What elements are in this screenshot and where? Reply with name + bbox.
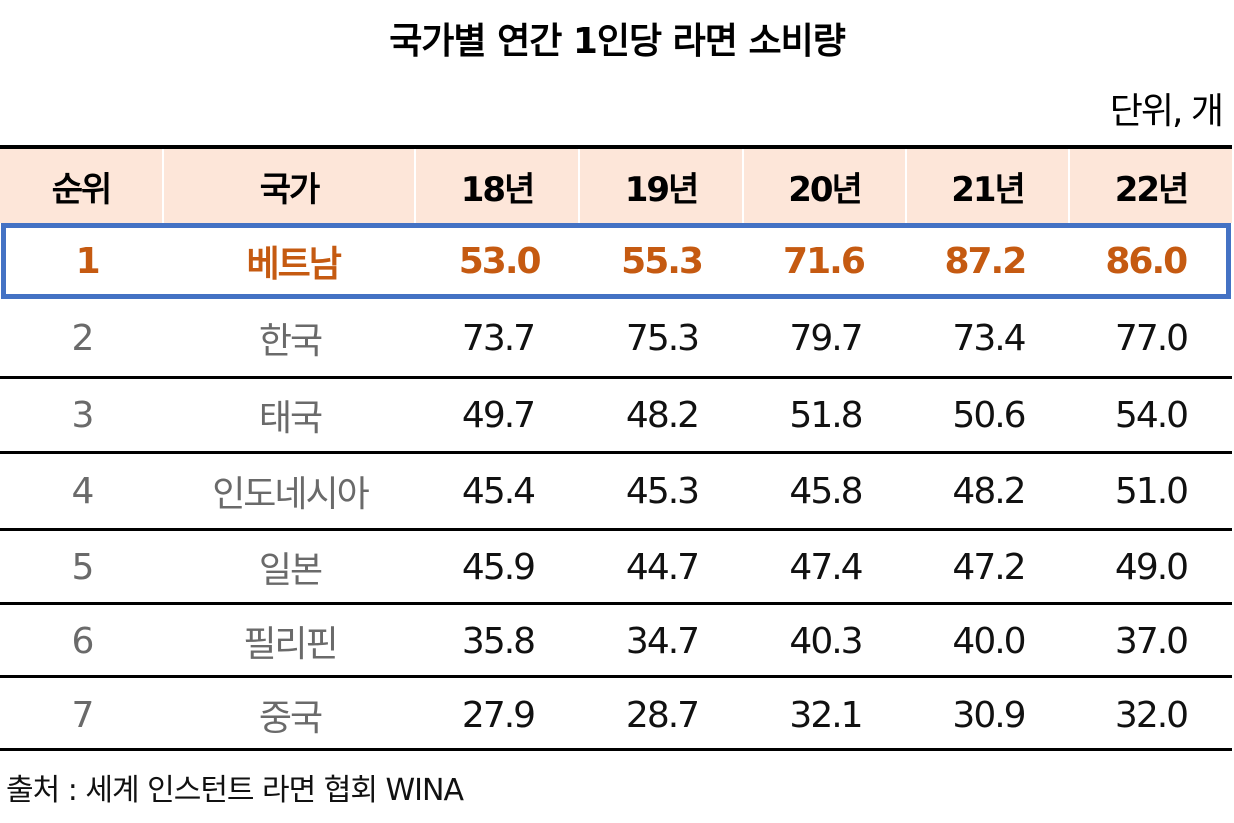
- table-row: 5 일본 45.9 44.7 47.4 47.2 49.0: [0, 529, 1232, 605]
- value-cell: 45.4: [461, 470, 536, 512]
- table-row: 2 한국 73.7 75.3 79.7 73.4 77.0: [0, 300, 1232, 376]
- value-cell: 53.0: [458, 240, 542, 282]
- header-country: 국가: [164, 149, 416, 223]
- row-divider: [0, 675, 1232, 678]
- value-cell: 45.9: [461, 546, 536, 588]
- value-cell: 73.4: [952, 317, 1026, 359]
- table-row: 6 필리핀 35.8 34.7 40.3 40.0 37.0: [0, 603, 1232, 679]
- header-2021: 21년: [907, 149, 1070, 223]
- rank-cell: 1: [75, 240, 101, 282]
- value-cell: 86.0: [1105, 240, 1188, 282]
- row-divider: [0, 528, 1232, 531]
- bottom-rule: [0, 748, 1232, 751]
- value-cell: 27.9: [461, 694, 536, 736]
- value-cell: 40.0: [952, 620, 1026, 662]
- value-cell: 30.9: [952, 694, 1026, 736]
- country-cell: 한국: [258, 321, 323, 362]
- value-cell: 32.1: [789, 694, 863, 736]
- value-cell: 28.7: [625, 694, 700, 736]
- top-rule: [0, 145, 1232, 149]
- value-cell: 47.2: [952, 546, 1026, 588]
- value-cell: 55.3: [621, 240, 704, 282]
- value-cell: 50.6: [952, 394, 1026, 436]
- value-cell: 75.3: [625, 317, 700, 359]
- header-rank: 순위: [0, 149, 164, 223]
- value-cell: 49.7: [461, 394, 536, 436]
- value-cell: 73.7: [461, 317, 536, 359]
- table-title: 국가별 연간 1인당 라면 소비량: [389, 21, 846, 62]
- rank-cell: 5: [71, 546, 95, 588]
- row-divider: [0, 376, 1232, 379]
- country-cell: 인도네시아: [212, 474, 370, 515]
- header-2018: 18년: [416, 149, 580, 223]
- rank-cell: 4: [71, 470, 95, 512]
- header-2020: 20년: [744, 149, 907, 223]
- country-cell: 태국: [258, 398, 323, 439]
- value-cell: 35.8: [461, 620, 536, 662]
- value-cell: 37.0: [1114, 620, 1189, 662]
- country-cell: 필리핀: [243, 624, 338, 665]
- country-cell: 중국: [258, 698, 323, 739]
- value-cell: 32.0: [1114, 694, 1189, 736]
- value-cell: 51.8: [789, 394, 863, 436]
- header-2019: 19년: [580, 149, 744, 223]
- rank-cell: 7: [71, 694, 95, 736]
- value-cell: 49.0: [1114, 546, 1189, 588]
- value-cell: 45.8: [789, 470, 863, 512]
- row-divider: [0, 451, 1232, 454]
- value-cell: 77.0: [1114, 317, 1189, 359]
- table-row: 4 인도네시아 45.4 45.3 45.8 48.2 51.0: [0, 453, 1232, 529]
- value-cell: 79.7: [789, 317, 863, 359]
- unit-label: 단위, 개: [1109, 91, 1224, 132]
- value-cell: 71.6: [783, 240, 866, 282]
- value-cell: 48.2: [952, 470, 1026, 512]
- value-cell: 47.4: [789, 546, 863, 588]
- value-cell: 45.3: [625, 470, 700, 512]
- value-cell: 51.0: [1114, 470, 1189, 512]
- rank-cell: 3: [71, 394, 95, 436]
- table-row: 7 중국 27.9 28.7 32.1 30.9 32.0: [0, 677, 1232, 753]
- value-cell: 87.2: [944, 240, 1027, 282]
- rank-cell: 6: [71, 620, 95, 662]
- value-cell: 40.3: [789, 620, 863, 662]
- rank-cell: 2: [71, 317, 95, 359]
- table-row: 3 태국 49.7 48.2 51.8 50.6 54.0: [0, 377, 1232, 453]
- source-note: 출처 : 세계 인스턴트 라면 협회 WINA: [6, 773, 464, 808]
- value-cell: 48.2: [625, 394, 700, 436]
- header-2022: 22년: [1114, 169, 1190, 210]
- value-cell: 34.7: [625, 620, 700, 662]
- value-cell: 54.0: [1114, 394, 1189, 436]
- table-row-highlighted: 1 베트남 53.0 55.3 71.6 87.2 86.0: [1, 223, 1231, 299]
- table-header: 순위 국가 18년 19년 20년 21년 22년: [0, 149, 1232, 223]
- country-cell: 일본: [258, 550, 323, 591]
- row-divider: [0, 602, 1232, 605]
- country-cell: 베트남: [246, 244, 341, 285]
- value-cell: 44.7: [625, 546, 700, 588]
